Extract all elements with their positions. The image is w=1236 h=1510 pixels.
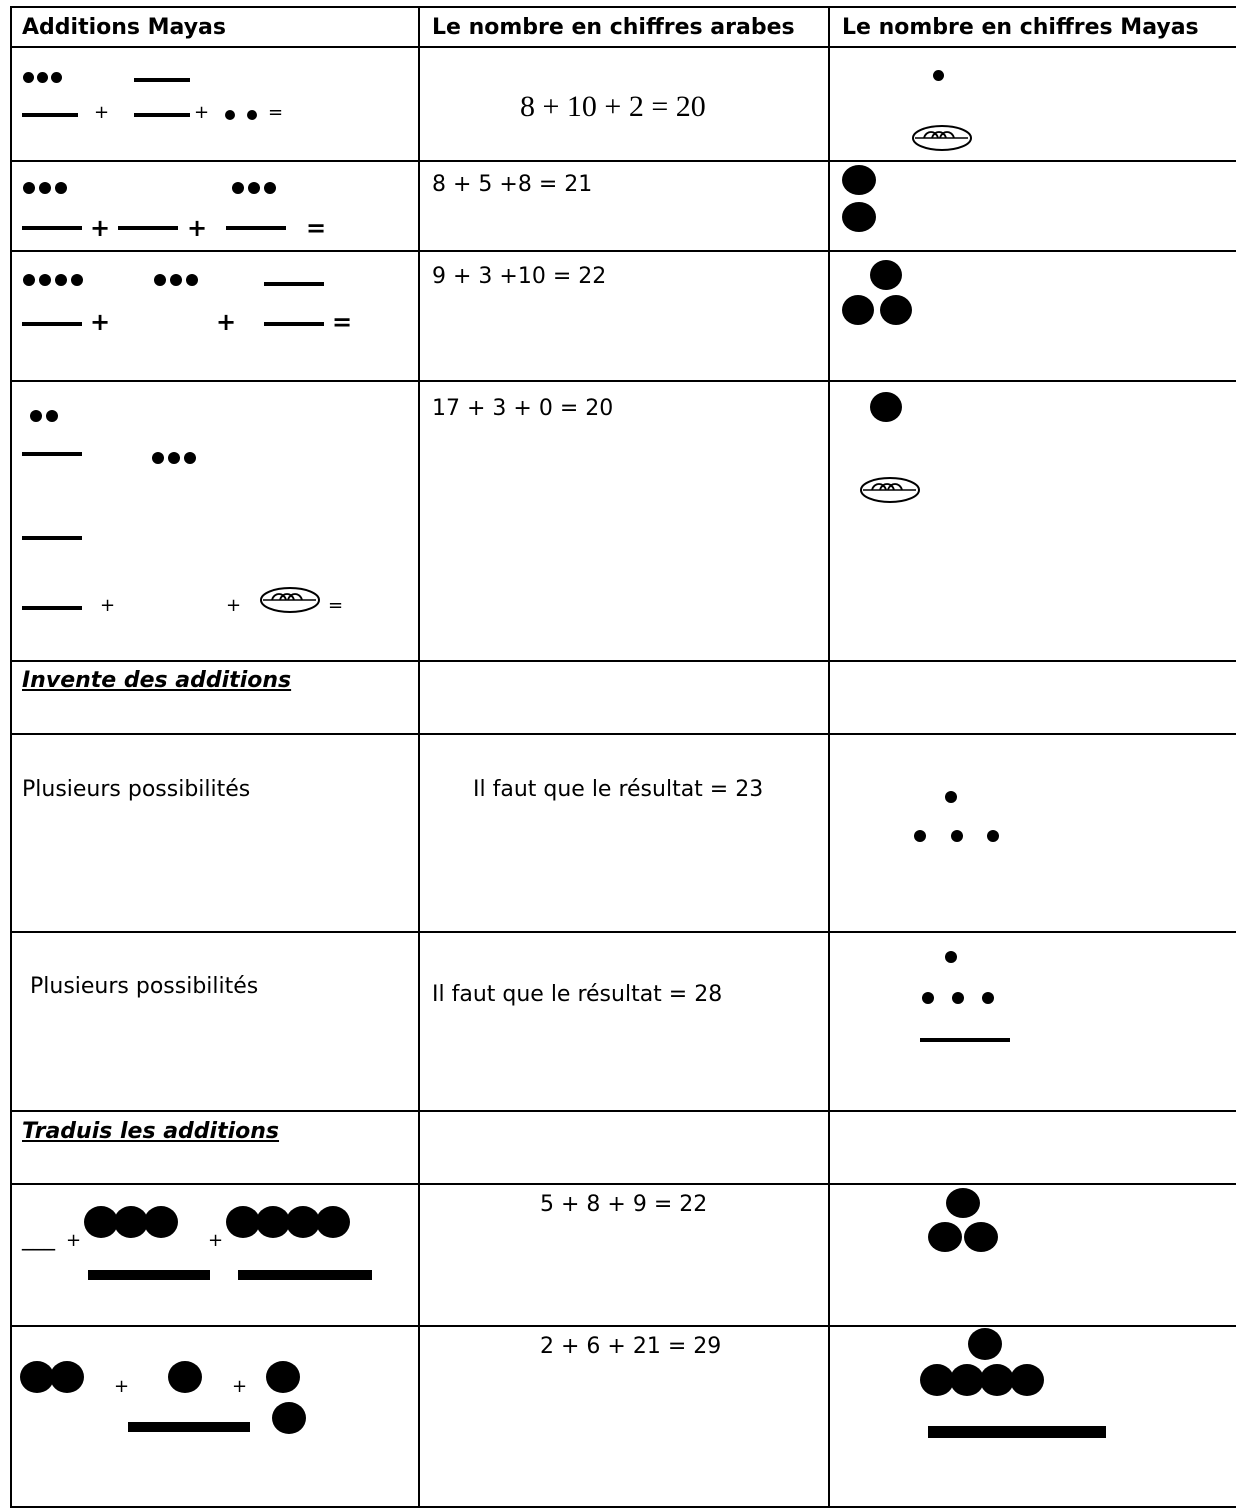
arabic-row-4: 17 + 3 + 0 = 20 — [432, 396, 614, 421]
header-col-arabic: Le nombre en chiffres arabes — [432, 15, 795, 40]
maya-additions-table: Additions Mayas Le nombre en chiffres ar… — [10, 6, 1236, 1508]
maya-shell-zero-icon — [260, 587, 320, 613]
header-col-maya: Le nombre en chiffres Mayas — [842, 15, 1199, 40]
translate-row-2-arabic: 2 + 6 + 21 = 29 — [540, 1334, 722, 1359]
invent-row-2-col1: Plusieurs possibilités — [30, 974, 259, 999]
section-title-invent: Invente des additions — [22, 668, 292, 693]
arabic-row-3: 9 + 3 +10 = 22 — [432, 264, 607, 289]
arabic-row-1: 8 + 10 + 2 = 20 — [520, 90, 706, 123]
maya-dot — [933, 70, 944, 81]
invent-row-1-col1: Plusieurs possibilités — [22, 777, 251, 802]
maya-shell-zero-icon — [860, 477, 920, 503]
arabic-row-2: 8 + 5 +8 = 21 — [432, 172, 593, 197]
maya-shell-zero-icon — [912, 125, 972, 151]
header-col-additions: Additions Mayas — [22, 15, 226, 40]
translate-row-1-arabic: 5 + 8 + 9 = 22 — [540, 1192, 708, 1217]
invent-row-2-col2: Il faut que le résultat = 28 — [432, 982, 723, 1007]
section-title-translate: Traduis les additions — [22, 1119, 280, 1144]
invent-row-1-col2: Il faut que le résultat = 23 — [473, 777, 764, 802]
